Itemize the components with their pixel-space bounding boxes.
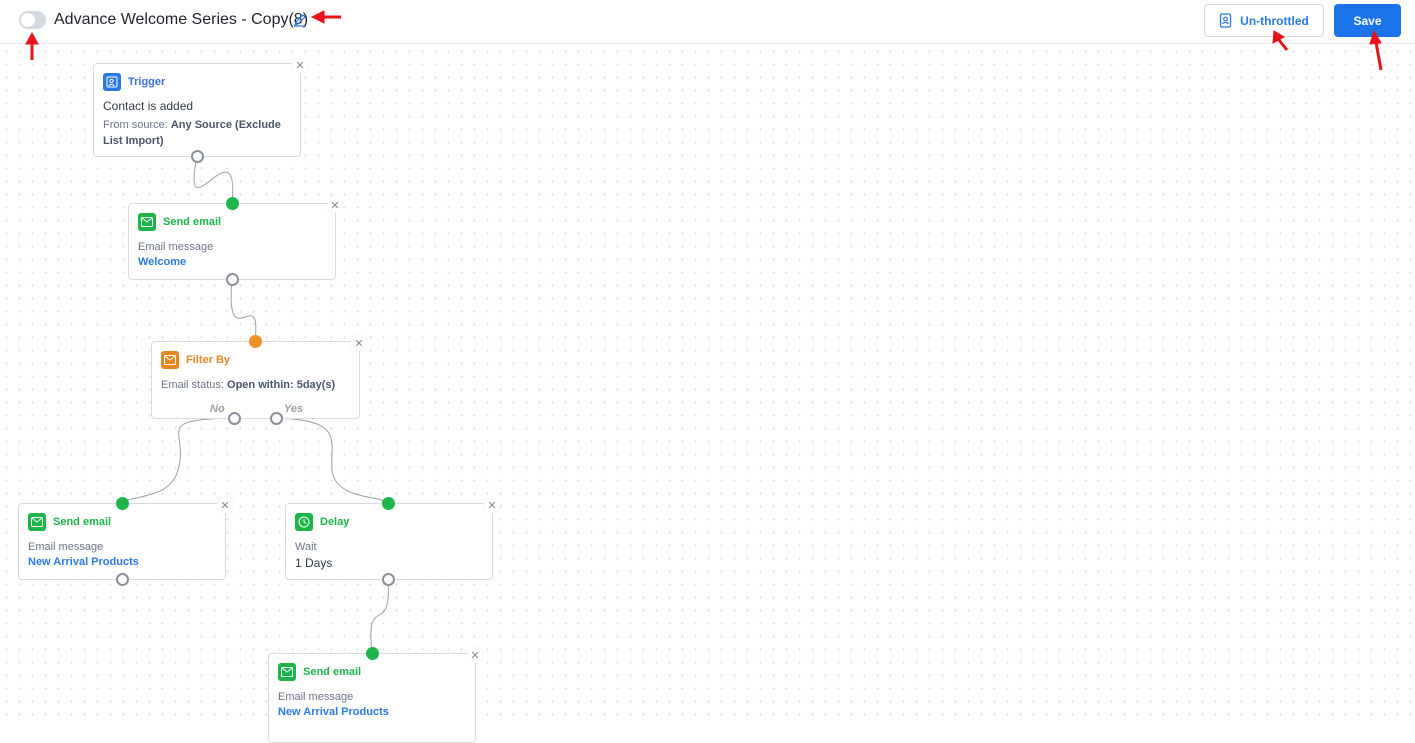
workflow-active-toggle[interactable] bbox=[19, 11, 46, 29]
unthrottled-label: Un-throttled bbox=[1240, 13, 1309, 28]
contact-book-icon bbox=[1220, 13, 1232, 28]
input-port[interactable] bbox=[115, 496, 129, 510]
save-button[interactable]: Save bbox=[1334, 4, 1401, 37]
delay-value: 1 Days bbox=[295, 556, 333, 570]
close-icon[interactable]: ✕ bbox=[327, 197, 343, 213]
filter-node[interactable]: Filter By Email status: Open within: 5da… bbox=[151, 335, 367, 419]
delay-node[interactable]: Delay Wait 1 Days ✕ bbox=[285, 497, 500, 580]
filter-condition: Open within: bbox=[227, 379, 294, 391]
branch-yes-label: Yes bbox=[284, 403, 304, 415]
output-port[interactable] bbox=[381, 572, 395, 586]
node-type: Filter By bbox=[186, 354, 231, 366]
workflow-title: Advance Welcome Series - Copy(8) bbox=[54, 11, 309, 28]
node-type: Delay bbox=[320, 516, 350, 528]
delay-label: Wait bbox=[295, 541, 317, 553]
send-email-node-after-delay[interactable]: Send email Email message New Arrival Pro… bbox=[268, 647, 483, 743]
contact-add-icon bbox=[103, 73, 121, 91]
output-port[interactable] bbox=[115, 572, 129, 586]
filter-email-icon bbox=[161, 351, 179, 369]
source-prefix: From source: bbox=[103, 119, 168, 131]
output-port-yes[interactable] bbox=[269, 411, 283, 425]
header: Advance Welcome Series - Copy(8) Un-thro… bbox=[0, 0, 1415, 44]
email-value[interactable]: New Arrival Products bbox=[278, 706, 389, 718]
close-icon[interactable]: ✕ bbox=[217, 497, 233, 513]
input-port[interactable] bbox=[225, 196, 239, 210]
source-value: Any Source (Exclude List Import) bbox=[103, 119, 281, 147]
node-type: Send email bbox=[53, 516, 112, 528]
close-icon[interactable]: ✕ bbox=[484, 497, 500, 513]
email-label: Email message bbox=[138, 241, 214, 253]
close-icon[interactable]: ✕ bbox=[351, 335, 367, 351]
unthrottled-button[interactable]: Un-throttled bbox=[1204, 4, 1324, 37]
trigger-node[interactable]: Trigger Contact is added From source: An… bbox=[93, 57, 308, 157]
input-port[interactable] bbox=[248, 334, 262, 348]
node-type: Send email bbox=[163, 216, 222, 228]
output-port[interactable] bbox=[225, 272, 239, 286]
email-label: Email message bbox=[278, 691, 354, 703]
close-icon[interactable]: ✕ bbox=[467, 647, 483, 663]
email-value[interactable]: Welcome bbox=[138, 256, 187, 268]
send-email-node-welcome[interactable]: Send email Email message Welcome ✕ bbox=[128, 197, 343, 280]
trigger-title: Contact is added bbox=[103, 99, 194, 113]
output-port-no[interactable] bbox=[227, 411, 241, 425]
email-icon bbox=[278, 663, 296, 681]
toggle-knob bbox=[21, 13, 35, 27]
node-type: Trigger bbox=[128, 76, 166, 88]
node-type: Send email bbox=[303, 666, 362, 678]
filter-prefix: Email status: bbox=[161, 379, 224, 391]
email-icon bbox=[28, 513, 46, 531]
send-email-node-no-branch[interactable]: Send email Email message New Arrival Pro… bbox=[18, 497, 233, 580]
output-port[interactable] bbox=[190, 149, 204, 163]
edit-pencil-icon[interactable] bbox=[292, 12, 308, 28]
email-label: Email message bbox=[28, 541, 104, 553]
filter-value: 5day(s) bbox=[296, 379, 336, 391]
clock-icon bbox=[295, 513, 313, 531]
email-icon bbox=[138, 213, 156, 231]
input-port[interactable] bbox=[381, 496, 395, 510]
branch-no-label: No bbox=[210, 403, 225, 415]
input-port[interactable] bbox=[365, 646, 379, 660]
email-value[interactable]: New Arrival Products bbox=[28, 556, 139, 568]
close-icon[interactable]: ✕ bbox=[292, 57, 308, 73]
